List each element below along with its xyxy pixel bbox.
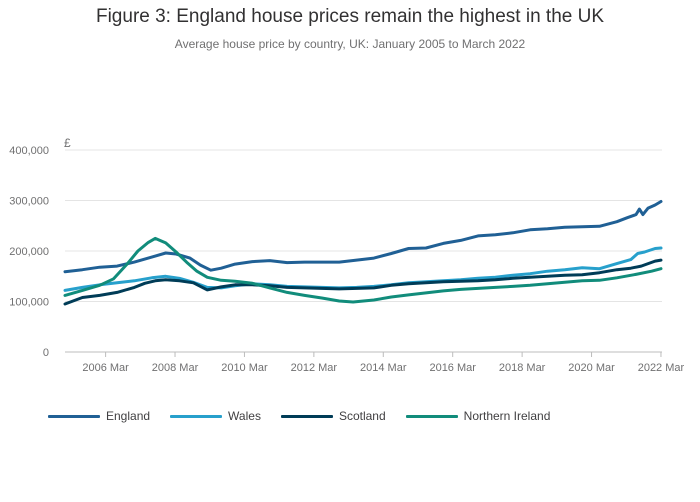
y-tick-label: 400,000 [9, 145, 49, 157]
legend-swatch [280, 414, 333, 418]
legend-item-scotland[interactable]: Scotland [280, 409, 386, 423]
y-tick-label: 0 [43, 347, 49, 359]
x-tick-label: 2012 Mar [291, 362, 338, 374]
x-tick-label: 2022 Mar [638, 362, 685, 374]
series-line-england [63, 200, 663, 274]
legend-swatch [170, 414, 223, 418]
x-tick-label: 2020 Mar [568, 362, 615, 374]
line-chart: 0 100,000 200,000 300,000 400,000 2006 Mar 200… [9, 136, 684, 374]
y-tick-label: 300,000 [9, 196, 49, 208]
legend-label: Wales [228, 409, 261, 423]
series-line-scotland [63, 258, 663, 306]
series-line-wales [63, 246, 663, 292]
series-lines [63, 200, 663, 306]
x-tick-label: 2008 Mar [152, 362, 199, 374]
x-tick-label: 2006 Mar [82, 362, 129, 374]
legend: England Wales Scotland Northern Ireland [48, 409, 570, 423]
legend-label: England [106, 409, 151, 423]
x-tick-label: 2018 Mar [499, 362, 546, 374]
y-tick-label: 200,000 [9, 246, 49, 258]
x-tick-label: 2016 Mar [429, 362, 476, 374]
legend-label: Scotland [338, 409, 386, 423]
legend-swatch [405, 414, 458, 418]
axes: 0 100,000 200,000 300,000 400,000 2006 Mar 200… [9, 145, 684, 374]
legend-swatch [48, 414, 100, 418]
chart-title: Figure 3: England house prices remain th… [95, 6, 605, 27]
legend-item-england[interactable]: England [48, 409, 150, 423]
chart-subtitle: Average house price by country, UK: Janu… [174, 37, 526, 51]
y-axis-unit-label: £ [64, 136, 71, 150]
legend-item-northern-ireland[interactable]: Northern Ireland [405, 409, 551, 423]
y-tick-label: 100,000 [9, 297, 49, 309]
x-tick-label: 2010 Mar [221, 362, 268, 374]
x-tick-label: 2014 Mar [360, 362, 407, 374]
series-line-northern-ireland [63, 236, 663, 304]
legend-item-wales[interactable]: Wales [170, 409, 261, 423]
legend-label: Northern Ireland [463, 409, 551, 423]
